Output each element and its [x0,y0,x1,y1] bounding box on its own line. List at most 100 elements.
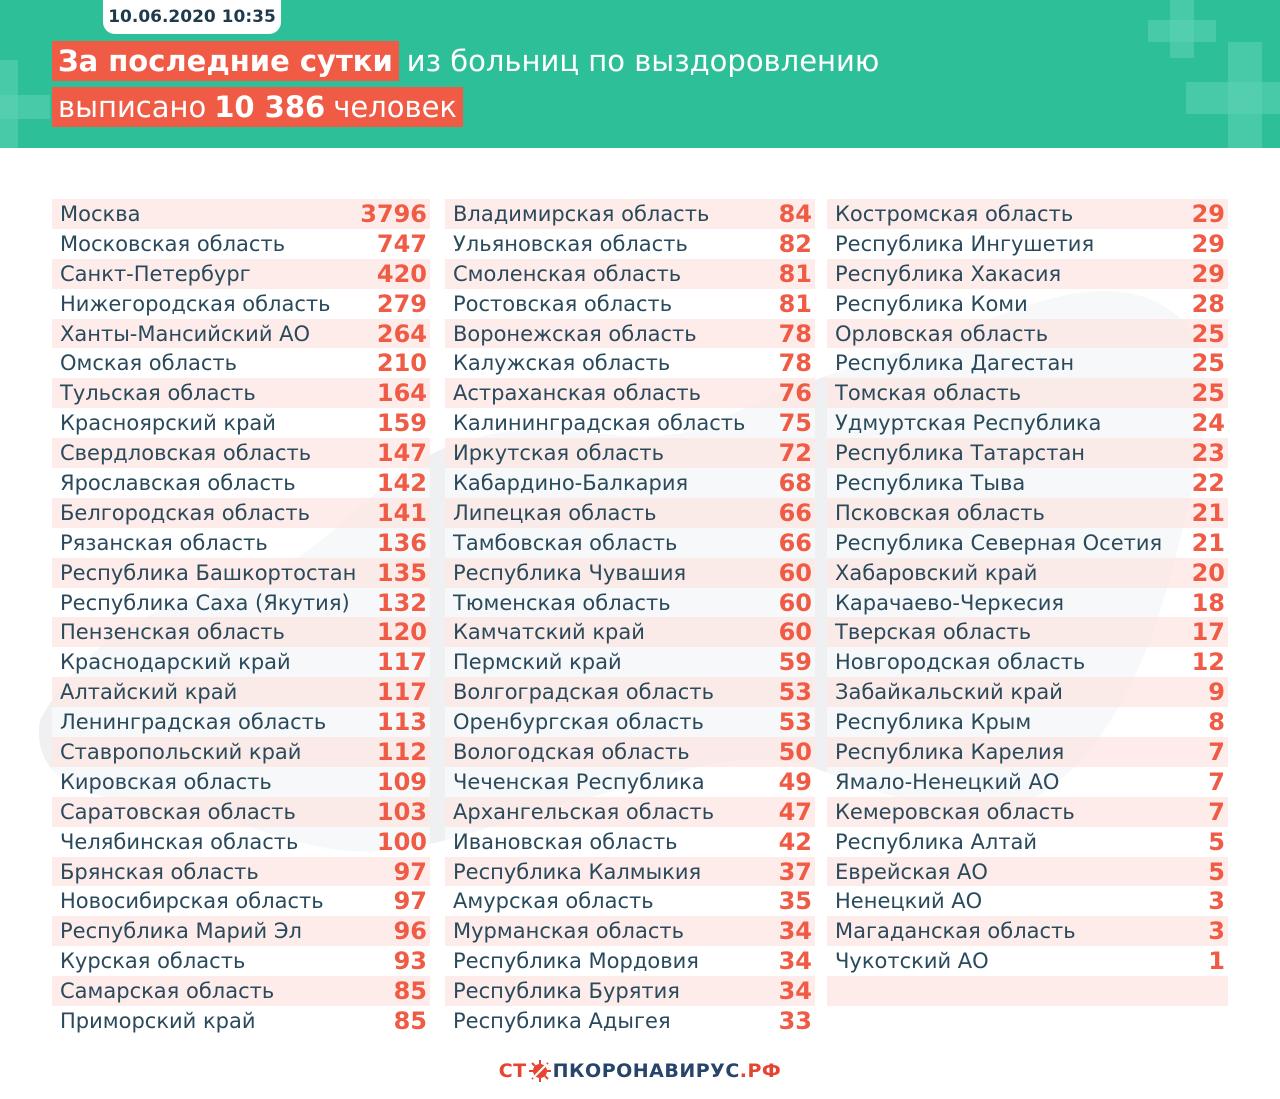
region-row: Кабардино-Балкария 68 [445,468,815,498]
region-value: 35 [778,887,812,916]
region-name: Смоленская область [453,261,682,286]
region-row: Ямало-Ненецкий АО 7 [827,766,1228,797]
region-row: Республика Алтай 5 [827,826,1228,857]
region-row: Оренбургская область 53 [445,707,815,738]
headline-highlight: За последние сутки [52,41,399,81]
region-name: Камчатский край [453,620,645,645]
region-name: Новгородская область [835,650,1086,675]
region-value: 135 [376,558,427,587]
region-row: Саратовская область 103 [52,796,430,827]
region-name: Кемеровская область [835,799,1075,824]
region-name: Самарская область [60,979,275,1004]
region-value: 142 [376,468,427,497]
region-column-3: Костромская область 29 Республика Ингушети… [827,199,1228,1007]
region-value: 7 [1208,797,1225,826]
region-row: Ленинградская область 113 [52,707,430,738]
region-row: Республика Татарстан 23 [827,438,1228,469]
region-name: Амурская область [453,889,654,914]
region-value: 34 [778,977,812,1006]
region-row: Липецкая область 66 [445,497,815,528]
region-column-1: Москва 3796 Московская область 747 Санкт-Пет… [52,199,430,1036]
region-row: Владимирская область 84 [445,199,815,229]
region-value: 72 [778,439,812,468]
region-row: Ненецкий АО 3 [827,886,1228,917]
headline-line-2: выписано 10 386 человек [52,85,463,129]
region-row: Краснодарский край 117 [52,647,430,678]
region-name: Архангельская область [453,799,715,824]
region-value: 8 [1208,708,1225,737]
region-row: Тамбовская область 66 [445,527,815,558]
region-row: Республика Ингушетия 29 [827,228,1228,259]
region-value: 25 [1191,319,1225,348]
region-value: 159 [376,409,427,438]
region-row: Ставропольский край 112 [52,737,430,767]
region-row: Кировская область 109 [52,766,430,797]
region-name: Тюменская область [453,590,671,615]
region-name: Владимирская область [453,201,710,226]
region-value: 9 [1208,678,1225,707]
region-row: Красноярский край 159 [52,408,430,439]
region-name: Республика Карелия [835,739,1065,764]
region-name: Томская область [835,381,1022,406]
region-name: Санкт-Петербург [60,261,251,286]
region-value: 3 [1208,917,1225,946]
region-value: 22 [1191,468,1225,497]
region-row: Рязанская область 136 [52,527,430,558]
region-name: Республика Татарстан [835,441,1086,466]
headline-total: выписано 10 386 человек [52,87,463,127]
region-row: Чеченская Республика 49 [445,766,815,797]
region-row: Калужская область 78 [445,348,815,379]
region-value: 97 [393,887,427,916]
region-name: Ставропольский край [60,739,302,764]
region-row: Смоленская область 81 [445,258,815,289]
region-name: Приморский край [60,1008,256,1033]
region-value: 82 [778,229,812,258]
logo-part-1: СТ [498,1060,527,1082]
region-row: Республика Чувашия 60 [445,557,815,588]
region-value: 1 [1208,947,1225,976]
region-value: 164 [376,379,427,408]
region-row: Пермский край 59 [445,647,815,678]
region-name: Республика Ингушетия [835,231,1095,256]
region-value: 747 [376,229,427,258]
region-name: Челябинская область [60,829,299,854]
region-name: Красноярский край [60,411,276,436]
region-name: Новосибирская область [60,889,324,914]
region-value: 264 [376,319,427,348]
region-row: Забайкальский край 9 [827,677,1228,708]
decor-cross-small-h [1148,20,1216,42]
region-value: 103 [376,797,427,826]
region-name: Республика Хакасия [835,261,1062,286]
region-name: Республика Алтай [835,829,1038,854]
region-row: Тульская область 164 [52,378,430,409]
header-banner: 10.06.2020 10:35 За последние сутки из б… [0,0,1280,148]
region-value: 29 [1191,199,1225,228]
region-value: 37 [778,857,812,886]
region-value: 112 [376,737,427,766]
region-name: Республика Тыва [835,470,1026,495]
region-row: Курская область 93 [52,946,430,977]
region-row: Московская область 747 [52,228,430,259]
region-value: 60 [778,588,812,617]
region-row: Орловская область 25 [827,318,1228,349]
region-name: Калужская область [453,351,671,376]
region-row: Новосибирская область 97 [52,886,430,917]
region-row: Республика Дагестан 25 [827,348,1228,379]
headline-total-number: 10 386 [214,90,326,124]
region-name: Пермский край [453,650,622,675]
region-name: Ханты-Мансийский АО [60,321,311,346]
coronavirus-icon [528,1060,551,1082]
region-row: Магаданская область 3 [827,916,1228,947]
region-value: 18 [1191,588,1225,617]
region-row: Архангельская область 47 [445,796,815,827]
region-value: 117 [376,648,427,677]
region-row: Нижегородская область 279 [52,288,430,319]
region-row: Мурманская область 34 [445,916,815,947]
region-value: 68 [778,468,812,497]
region-row: Республика Тыва 22 [827,468,1228,498]
region-value: 210 [376,349,427,378]
region-value: 109 [376,767,427,796]
region-row: Ярославская область 142 [52,468,430,498]
region-name: Республика Башкортостан [60,560,357,585]
region-value: 3796 [360,199,427,228]
